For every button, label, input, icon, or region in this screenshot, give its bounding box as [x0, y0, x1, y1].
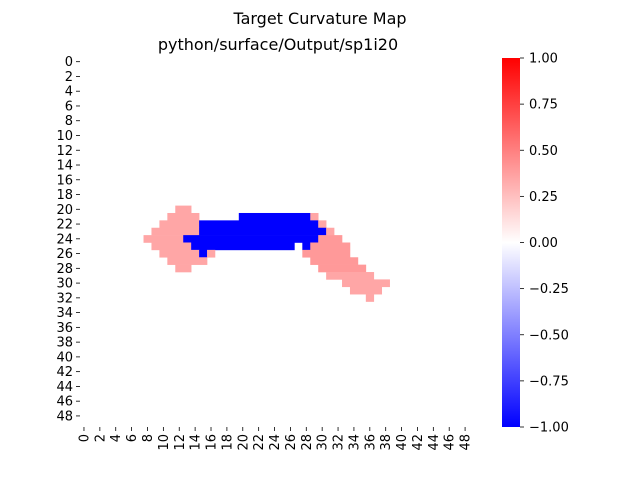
colorbar-tick-label: −0.75	[529, 374, 569, 389]
y-tick-label: 10	[56, 129, 73, 144]
heatmap-cell-run	[318, 235, 343, 243]
y-tick-label: 26	[56, 247, 73, 262]
heatmap-cell-run	[199, 249, 208, 258]
heatmap-cell-run	[175, 205, 192, 214]
x-tick-label: 40	[395, 434, 410, 451]
heatmap-cell-run	[318, 220, 327, 229]
x-tick-label: 26	[284, 434, 299, 451]
y-tick-label: 28	[56, 262, 73, 277]
x-tick-label: 18	[220, 434, 235, 451]
x-tick-label: 0	[77, 434, 92, 442]
heatmap-cell-run	[310, 257, 359, 265]
y-tick-label: 2	[65, 70, 73, 85]
colorbar-tick-label: 0.75	[529, 98, 558, 113]
x-tick-label: 28	[300, 434, 315, 451]
colorbar-tick-label: −0.25	[529, 282, 569, 297]
x-tick-label: 34	[347, 434, 362, 451]
x-tick-label: 12	[173, 434, 188, 451]
x-tick-label: 42	[411, 434, 426, 451]
y-tick-label: 44	[56, 380, 73, 395]
colorbar-tick-label: 0.50	[529, 144, 558, 159]
y-tick-label: 42	[56, 365, 73, 380]
heatmap-cell-run	[365, 294, 375, 302]
y-tick-label: 30	[56, 277, 73, 292]
x-tick-label: 30	[316, 434, 331, 451]
y-tick-label: 40	[56, 350, 73, 365]
figure-suptitle: Target Curvature Map	[232, 9, 406, 28]
x-tick-label: 14	[189, 434, 204, 451]
heatmap-cell-run	[326, 227, 335, 236]
heatmap-cell-run	[167, 257, 208, 265]
y-tick-label: 18	[56, 188, 73, 203]
y-tick-label: 32	[56, 291, 73, 306]
x-tick-label: 8	[141, 434, 156, 442]
plot-area	[143, 205, 390, 302]
y-tick-label: 22	[56, 218, 73, 233]
x-tick-label: 44	[427, 434, 442, 451]
heatmap-cell-run	[199, 227, 327, 236]
y-tick-label: 8	[65, 114, 73, 129]
heatmap-cell-run	[151, 242, 192, 251]
heatmap-cell-run	[302, 242, 311, 251]
heatmap-cell-run	[342, 279, 390, 288]
chart-title: python/surface/Output/sp1i20	[158, 35, 398, 54]
x-tick-label: 20	[236, 434, 251, 451]
heatmap-cell-run	[183, 235, 319, 243]
heatmap-cell-run	[318, 264, 367, 273]
heatmap-cell-run	[302, 249, 351, 258]
y-tick-label: 34	[56, 306, 73, 321]
heatmap-cell-run	[167, 212, 200, 221]
y-tick-label: 14	[56, 159, 73, 174]
y-tick-label: 6	[65, 99, 73, 114]
x-tick-label: 22	[252, 434, 267, 451]
y-tick-label: 46	[56, 395, 73, 410]
heatmap-cell-run	[159, 220, 200, 229]
colorbar-ticks: 1.00 0.75 0.50 0.25 0.00 −0.25 −0.50 −0.75 −1.00	[520, 52, 569, 436]
x-tick-label: 6	[125, 434, 140, 442]
y-tick-label: 4	[65, 85, 73, 100]
heatmap-cell-run	[238, 212, 311, 221]
y-tick-label: 36	[56, 321, 73, 336]
x-tick-label: 32	[332, 434, 347, 451]
x-tick-label: 36	[363, 434, 378, 451]
heatmap-cell-run	[310, 242, 351, 251]
heatmap-cell-run	[349, 286, 383, 295]
x-tick-label: 48	[459, 434, 474, 451]
y-tick-label: 12	[56, 144, 73, 159]
y-tick-label: 16	[56, 173, 73, 188]
colorbar-gradient	[502, 58, 520, 427]
heatmap-cell-run	[191, 242, 295, 251]
x-tick-label: 38	[379, 434, 394, 451]
x-tick-label: 2	[93, 434, 108, 442]
heatmap-cell-run	[175, 264, 192, 273]
y-tick-label: 24	[56, 232, 73, 247]
x-tick-label: 10	[157, 434, 172, 451]
colorbar-tick-label: 1.00	[529, 52, 558, 67]
colorbar-tick-label: −1.00	[529, 421, 569, 436]
x-tick-label: 16	[205, 434, 220, 451]
colorbar	[502, 58, 520, 427]
heatmap-cell-run	[310, 212, 319, 221]
y-tick-label: 48	[56, 409, 73, 424]
heatmap-cell-run	[326, 272, 375, 280]
x-tick-label: 4	[109, 434, 124, 442]
x-axis: 0 2 4 6 8 10 12 14 16 18 20 22 24 26 28 30 32 34 36 38 40 42 4…	[77, 427, 474, 451]
heatmap-cell-run	[143, 235, 184, 243]
colorbar-tick-label: 0.25	[529, 190, 558, 205]
x-tick-label: 46	[443, 434, 458, 451]
x-tick-label: 24	[268, 434, 283, 451]
y-tick-label: 38	[56, 336, 73, 351]
colorbar-tick-label: −0.50	[529, 328, 569, 343]
heatmap-cell-run	[151, 227, 200, 236]
heatmap-cell-run	[207, 249, 216, 258]
heatmap-cell-run	[199, 220, 319, 229]
y-tick-label: 0	[65, 55, 73, 70]
heatmap-cell-run	[159, 249, 200, 258]
colorbar-tick-label: 0.00	[529, 236, 558, 251]
y-tick-label: 20	[56, 203, 73, 218]
y-axis: 0246810121416182022242628303234363840424…	[56, 55, 80, 424]
